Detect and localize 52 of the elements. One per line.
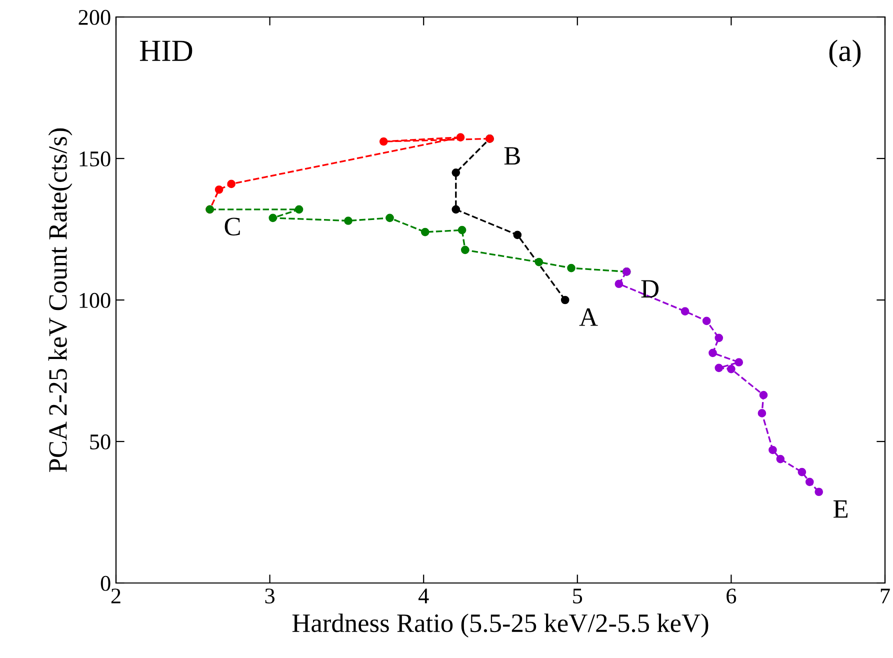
y-tick-label: 100 bbox=[80, 292, 110, 308]
x-tick-label: 3 bbox=[265, 588, 274, 604]
point bbox=[379, 137, 388, 146]
point bbox=[727, 364, 736, 374]
point bbox=[758, 409, 766, 418]
y-tick-label: 150 bbox=[80, 151, 110, 166]
x-tick-label: 6 bbox=[726, 588, 736, 604]
point bbox=[714, 334, 724, 342]
annotation: C bbox=[224, 218, 240, 236]
point bbox=[759, 390, 768, 400]
y-tick-label: 50 bbox=[90, 434, 110, 450]
point bbox=[814, 488, 824, 496]
point bbox=[420, 228, 430, 236]
x-tick-label: 2 bbox=[111, 588, 120, 604]
x-axis-title: Hardness Ratio (5.5-25 keV/2-5.5 keV) bbox=[292, 614, 708, 638]
point bbox=[460, 246, 470, 254]
point bbox=[805, 478, 814, 486]
point bbox=[268, 214, 278, 222]
point bbox=[734, 358, 744, 366]
point bbox=[456, 133, 465, 142]
x-tick-label: 7 bbox=[880, 588, 890, 604]
annotation: D bbox=[641, 280, 659, 298]
y-tick-label: 200 bbox=[78, 10, 110, 25]
point bbox=[768, 446, 777, 454]
annotation: E bbox=[834, 500, 848, 518]
point bbox=[452, 205, 460, 214]
annotation: (a) bbox=[829, 40, 861, 68]
point bbox=[776, 454, 785, 464]
point bbox=[798, 468, 806, 476]
point bbox=[294, 205, 304, 214]
y-tick-label: 0 bbox=[100, 576, 110, 591]
x-tick-label: 4 bbox=[418, 588, 429, 604]
point bbox=[614, 280, 624, 288]
point bbox=[452, 168, 460, 177]
x-tick-label: 5 bbox=[573, 588, 582, 604]
annotation: A bbox=[579, 308, 598, 326]
point bbox=[680, 307, 690, 316]
point bbox=[534, 258, 544, 266]
y-axis-title: PCA 2-25 keV Count Rate(cts/s) bbox=[48, 128, 72, 472]
point bbox=[214, 185, 224, 194]
annotation: HID bbox=[140, 40, 192, 61]
point bbox=[344, 216, 352, 225]
point bbox=[560, 296, 570, 304]
point bbox=[227, 180, 236, 188]
point bbox=[714, 364, 724, 372]
annotation: B bbox=[504, 147, 520, 165]
point bbox=[567, 264, 576, 272]
point bbox=[702, 316, 711, 326]
point bbox=[386, 214, 394, 222]
point bbox=[708, 348, 717, 358]
point bbox=[513, 230, 522, 240]
point bbox=[458, 226, 466, 234]
